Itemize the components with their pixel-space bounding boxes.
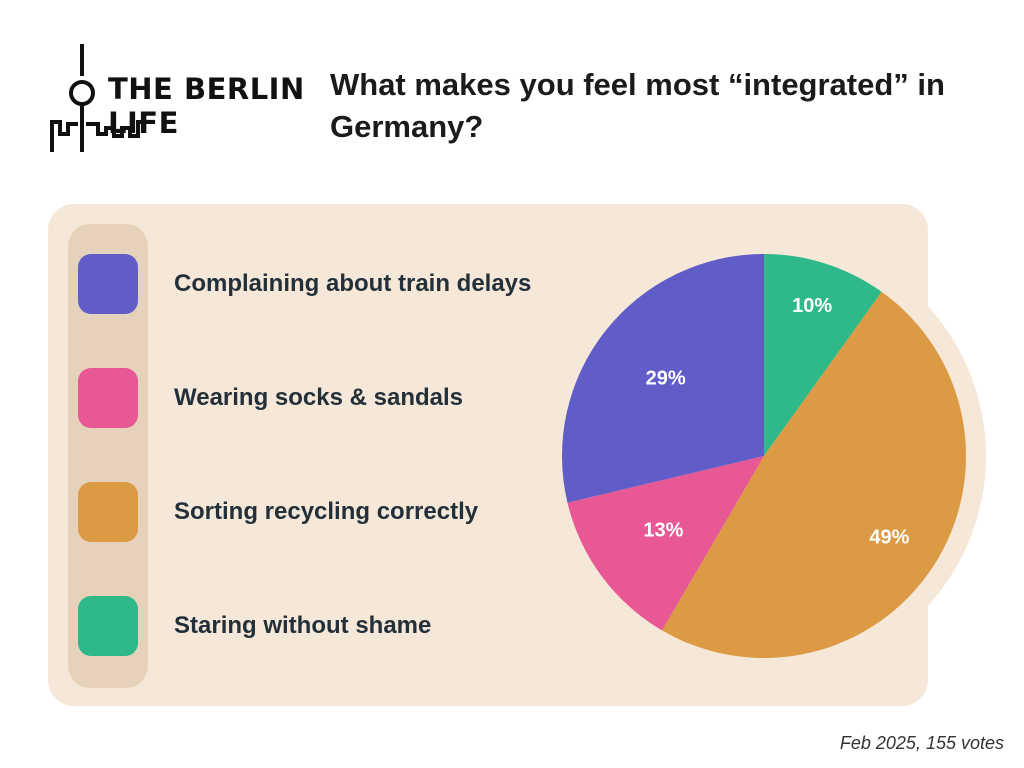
legend-label: Sorting recycling correctly (174, 498, 479, 525)
tv-tower-skyline-icon (50, 44, 148, 152)
legend-swatch-purple (78, 254, 138, 314)
pie-slice-label: 49% (869, 526, 909, 548)
pie-chart: 10% 49% 13% 29% (542, 234, 986, 678)
brand-line-2: LIFE (108, 106, 179, 140)
pie-slice-1 (561, 254, 764, 503)
legend-swatch-pink (78, 368, 138, 428)
legend-item-train-delays: Complaining about train delays (78, 254, 531, 314)
legend-label: Staring without shame (174, 612, 432, 639)
pie-slice-4 (764, 254, 882, 456)
legend-item-staring: Staring without shame (78, 596, 431, 656)
pie-slice-3 (662, 291, 967, 659)
legend-label: Complaining about train delays (174, 270, 532, 297)
legend-label: Wearing socks & sandals (174, 384, 464, 411)
pie-slice-2 (567, 456, 764, 631)
pie-slice-label: 13% (643, 520, 683, 542)
legend-swatch-green (78, 596, 138, 656)
brand-line-1: THE BERLIN (108, 72, 305, 106)
poll-footnote: Feb 2025, 155 votes (839, 733, 1004, 753)
brand-logo: THE BERLIN LIFE (48, 44, 304, 154)
legend-swatch-orange (78, 482, 138, 542)
pie-slice-label: 29% (646, 367, 686, 389)
pie-slice-label: 10% (792, 295, 832, 317)
legend-item-recycling: Sorting recycling correctly (78, 482, 478, 542)
brand-wordmark: THE BERLIN LIFE (108, 72, 305, 140)
legend-item-socks-sandals: Wearing socks & sandals (78, 368, 463, 428)
chart-title: What makes you feel most “integrated” in… (330, 67, 945, 144)
